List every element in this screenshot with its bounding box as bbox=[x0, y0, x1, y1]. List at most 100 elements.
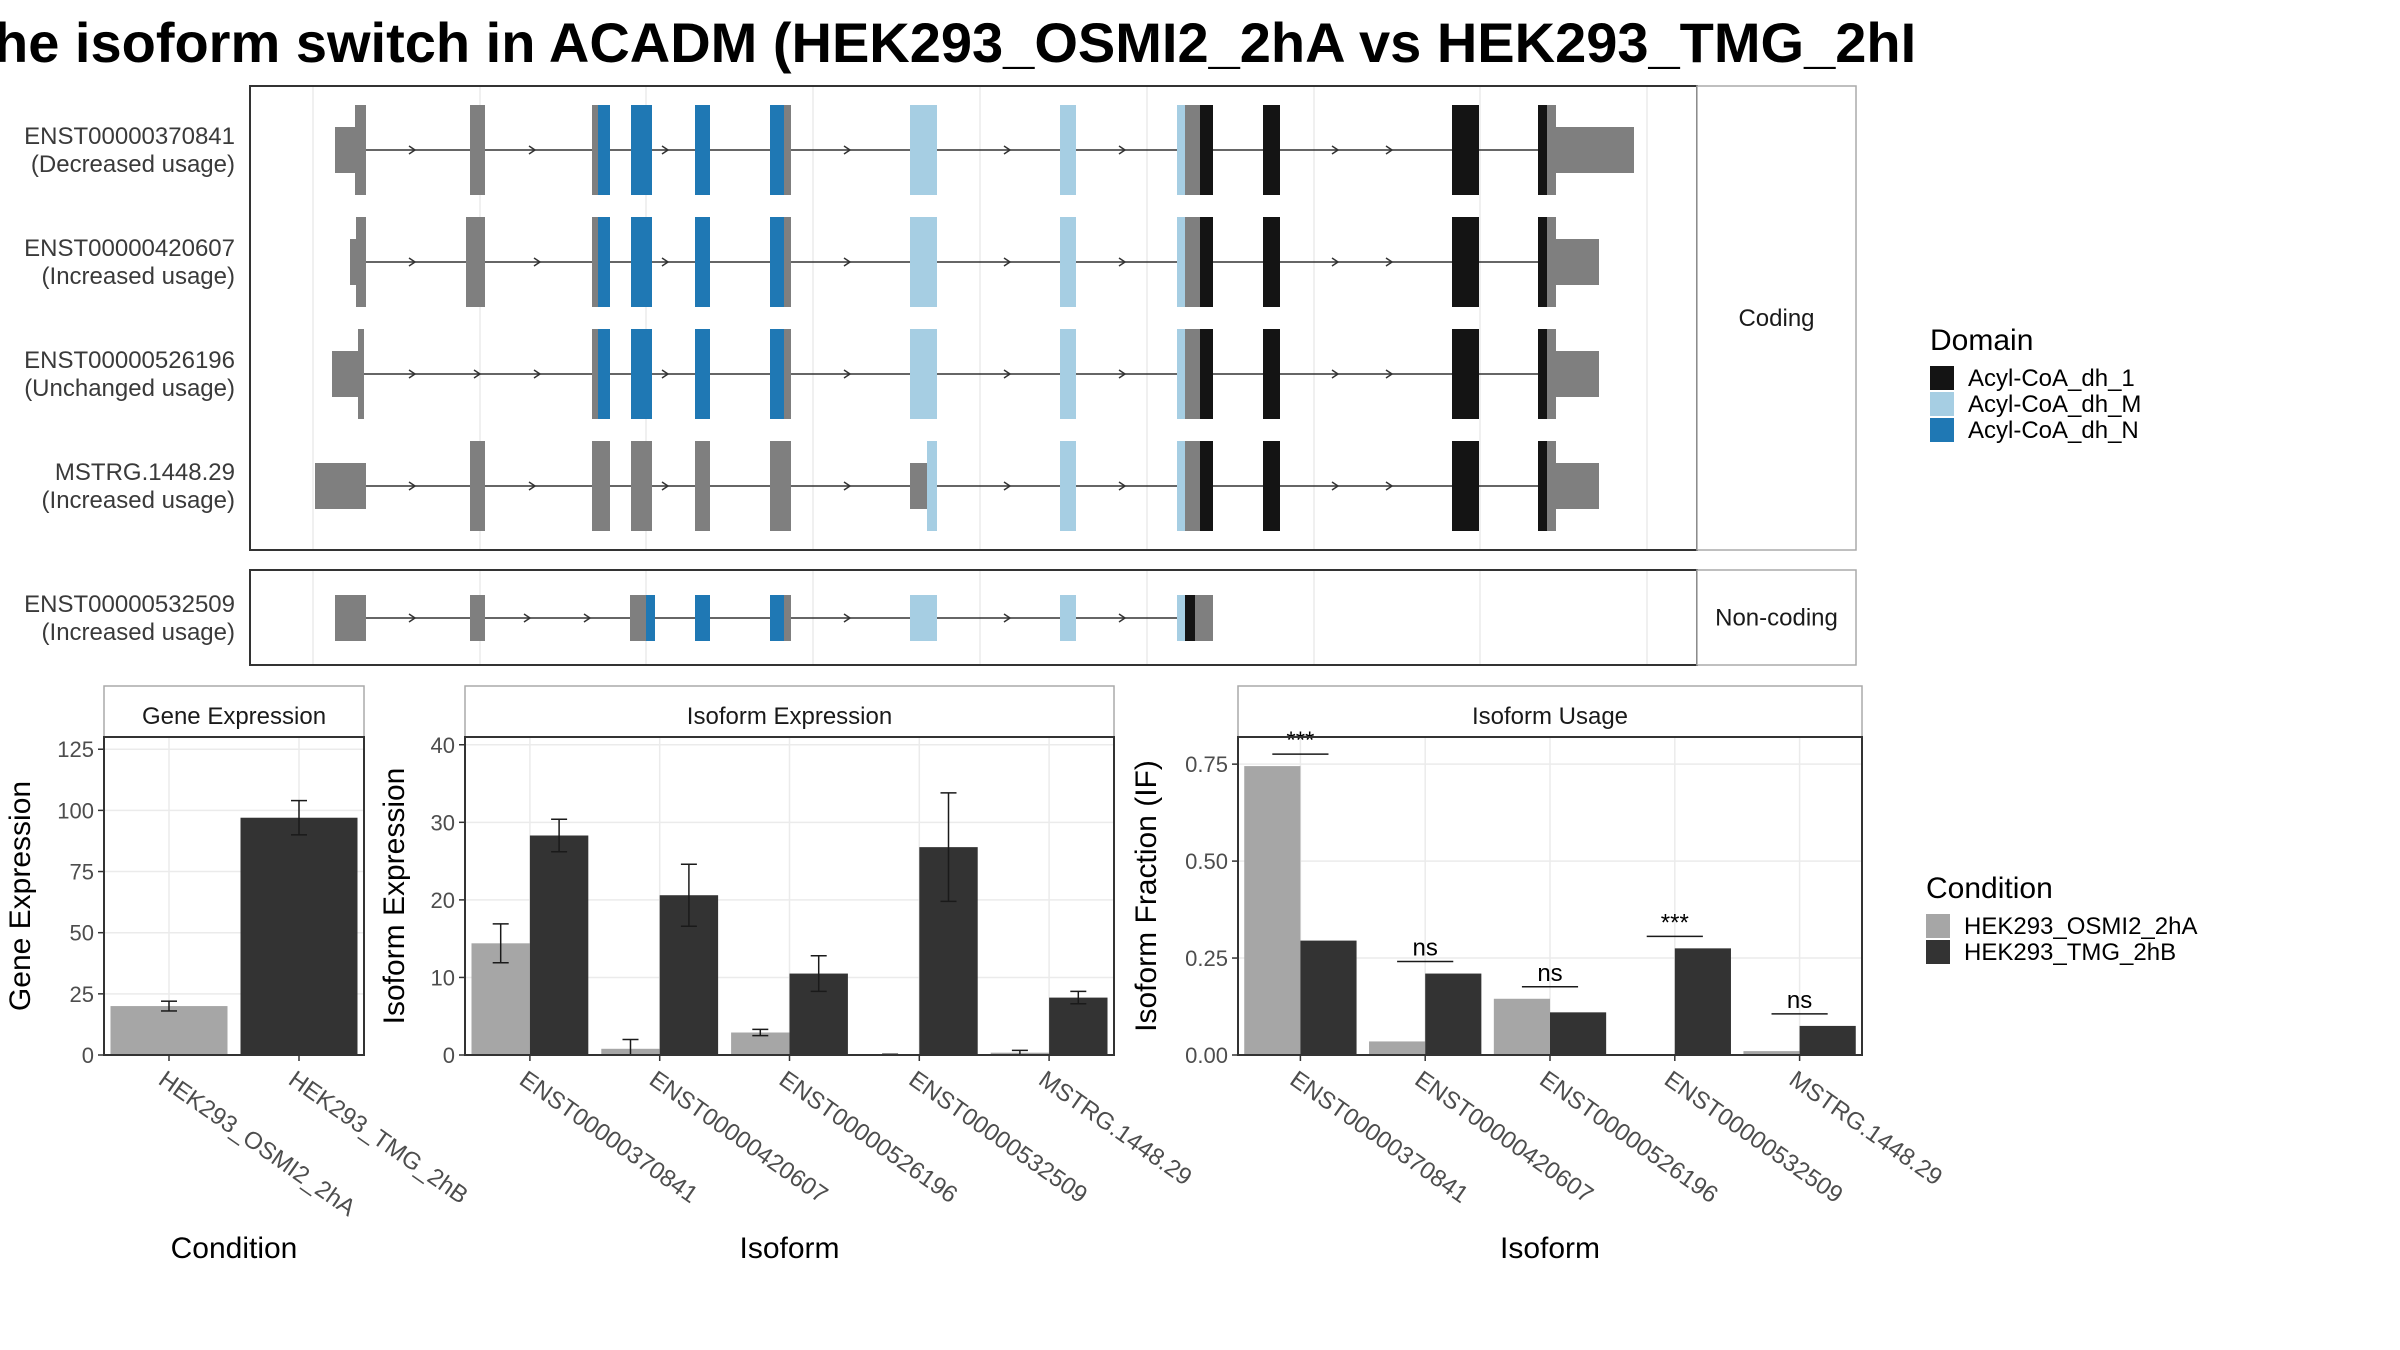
exon bbox=[784, 105, 791, 195]
exon bbox=[1452, 105, 1479, 195]
facet-label-coding: Coding bbox=[1738, 305, 1814, 332]
facet-strip bbox=[103, 685, 365, 738]
intron-direction-arrow bbox=[1118, 481, 1127, 491]
exon bbox=[1185, 329, 1200, 419]
domain-legend: Domain Acyl-CoA_dh_1Acyl-CoA_dh_MAcyl-CoA… bbox=[1930, 324, 2141, 444]
legend-label: HEK293_TMG_2hB bbox=[1964, 939, 2176, 966]
panel-title: Gene Expression bbox=[142, 703, 326, 730]
exon bbox=[1200, 217, 1213, 307]
bar-panel: Isoform Expression010203040ENST000003708… bbox=[378, 685, 1197, 1265]
y-tick-label: 30 bbox=[431, 810, 455, 835]
y-tick-label: 0 bbox=[443, 1043, 455, 1068]
intron-direction-arrow bbox=[1003, 613, 1012, 623]
exon bbox=[592, 105, 598, 195]
transcript-id-label: ENST00000420607 bbox=[24, 235, 235, 262]
exon bbox=[1200, 105, 1213, 195]
exon bbox=[1538, 441, 1547, 531]
exon bbox=[1263, 329, 1280, 419]
bar bbox=[110, 1006, 228, 1055]
intron-direction-arrow bbox=[1385, 481, 1394, 491]
legend-title: Condition bbox=[1926, 872, 2053, 905]
exon bbox=[1185, 105, 1200, 195]
exon bbox=[1556, 127, 1634, 173]
intron-direction-arrow bbox=[408, 613, 417, 623]
bar bbox=[1799, 1025, 1856, 1055]
exon bbox=[1185, 595, 1195, 641]
exon bbox=[355, 105, 366, 195]
intron-direction-arrow bbox=[533, 257, 542, 267]
facet-label-noncoding: Non-coding bbox=[1715, 605, 1838, 632]
exon bbox=[598, 217, 610, 307]
facet-strip bbox=[464, 685, 1115, 738]
intron-direction-arrow bbox=[1331, 257, 1340, 267]
exon bbox=[770, 105, 784, 195]
exon bbox=[1547, 105, 1556, 195]
intron-direction-arrow bbox=[1118, 613, 1127, 623]
intron-direction-arrow bbox=[1331, 481, 1340, 491]
intron-direction-arrow bbox=[843, 481, 852, 491]
transcript-usage-label: (Increased usage) bbox=[42, 487, 235, 514]
legend-label: Acyl-CoA_dh_N bbox=[1968, 417, 2139, 444]
exon bbox=[335, 127, 355, 173]
panel-border bbox=[464, 736, 1115, 1056]
intron-direction-arrow bbox=[1331, 145, 1340, 155]
exon bbox=[1556, 239, 1599, 285]
exon bbox=[695, 217, 710, 307]
intron-direction-arrow bbox=[1003, 257, 1012, 267]
intron-direction-arrow bbox=[408, 481, 417, 491]
intron-direction-arrow bbox=[1385, 257, 1394, 267]
significance-label: *** bbox=[1661, 909, 1689, 936]
exon bbox=[1185, 217, 1200, 307]
exon bbox=[1263, 105, 1280, 195]
facet-strip bbox=[1696, 85, 1857, 551]
exon bbox=[1177, 595, 1187, 641]
exon bbox=[1263, 441, 1280, 531]
bar bbox=[1244, 766, 1301, 1055]
panel-border bbox=[1237, 736, 1863, 1056]
exon bbox=[470, 441, 485, 531]
exon bbox=[1556, 463, 1599, 509]
x-axis-title: Condition bbox=[171, 1232, 298, 1265]
bar bbox=[1674, 948, 1731, 1055]
exon bbox=[784, 217, 791, 307]
exon bbox=[1185, 441, 1200, 531]
transcript-usage-label: (Increased usage) bbox=[42, 619, 235, 646]
x-axis-title: Isoform bbox=[739, 1232, 839, 1265]
y-tick-label: 100 bbox=[57, 798, 94, 823]
intron-direction-arrow bbox=[528, 145, 537, 155]
exon bbox=[910, 217, 937, 307]
bar bbox=[1550, 1012, 1607, 1055]
exon bbox=[770, 441, 791, 531]
intron-direction-arrow bbox=[473, 369, 482, 379]
exon bbox=[1200, 441, 1213, 531]
exon bbox=[630, 595, 642, 641]
intron-direction-arrow bbox=[843, 145, 852, 155]
legend-swatch bbox=[1930, 392, 1954, 416]
bar bbox=[529, 835, 589, 1055]
exon bbox=[1060, 441, 1076, 531]
legend-swatch bbox=[1926, 940, 1950, 964]
exon bbox=[631, 329, 652, 419]
legend-swatch bbox=[1926, 914, 1950, 938]
exon bbox=[592, 329, 598, 419]
intron-direction-arrow bbox=[1118, 257, 1127, 267]
legend-swatch bbox=[1930, 366, 1954, 390]
intron-direction-arrow bbox=[408, 369, 417, 379]
intron-direction-arrow bbox=[533, 369, 542, 379]
exon bbox=[1060, 217, 1076, 307]
y-tick-label: 0 bbox=[82, 1043, 94, 1068]
y-tick-label: 40 bbox=[431, 733, 455, 758]
exon bbox=[356, 217, 366, 307]
legend-label: Acyl-CoA_dh_1 bbox=[1968, 365, 2135, 392]
intron-direction-arrow bbox=[1118, 145, 1127, 155]
bar bbox=[240, 817, 358, 1055]
y-tick-label: 10 bbox=[431, 965, 455, 990]
intron-direction-arrow bbox=[843, 613, 852, 623]
bar bbox=[731, 1032, 790, 1055]
exon bbox=[1177, 217, 1187, 307]
y-tick-label: 0.75 bbox=[1185, 752, 1228, 777]
exon bbox=[695, 595, 710, 641]
exon bbox=[927, 441, 937, 531]
